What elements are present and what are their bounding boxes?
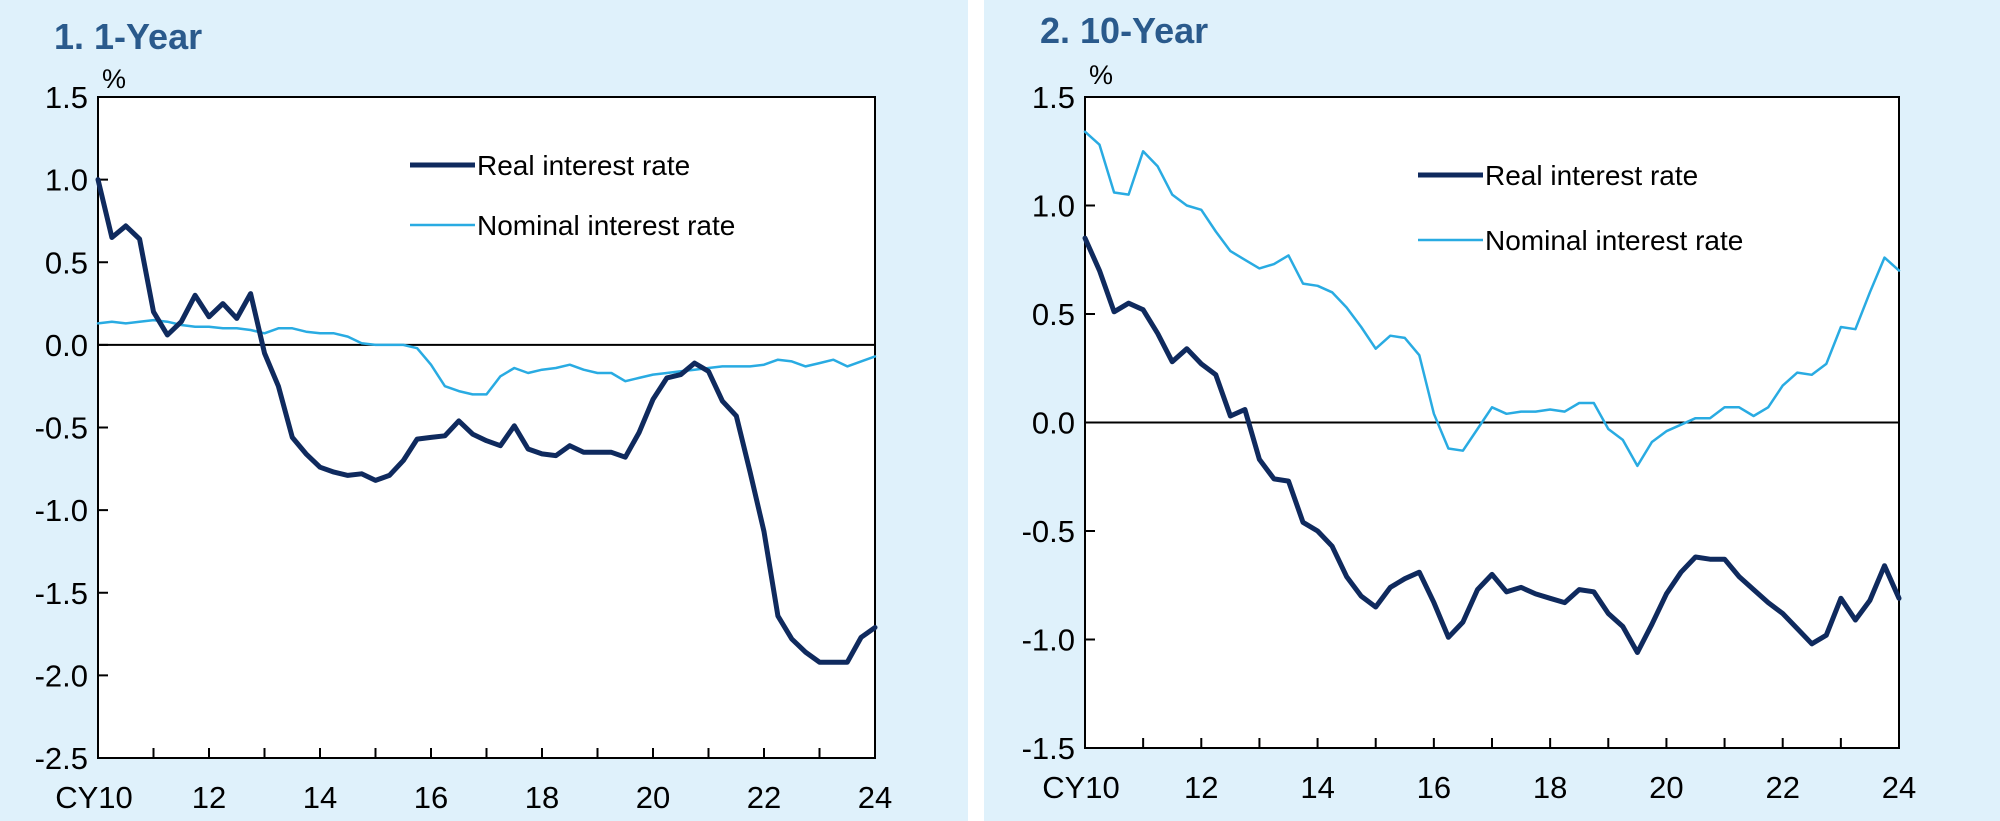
y-unit-label: %	[1089, 60, 1113, 90]
plot-area	[97, 96, 876, 759]
x-tick-label: 22	[747, 780, 781, 815]
x-tick-label: 12	[192, 780, 226, 815]
series-line-real-interest-rate	[95, 177, 878, 665]
x-tick-label: 18	[525, 780, 559, 815]
y-tick-label: 0.0	[1032, 406, 1075, 441]
legend-label-nominal: Nominal interest rate	[1485, 225, 1743, 256]
chart-title: 1. 1-Year	[54, 16, 203, 57]
x-tick-label: CY10	[1042, 770, 1120, 805]
y-tick-label: -1.5	[1022, 731, 1075, 766]
y-tick-label: 0.0	[45, 328, 88, 363]
x-tick-label: 20	[636, 780, 670, 815]
x-tick-label: 14	[1300, 770, 1334, 805]
chart-panel-10-year: 2. 10-Year 1.5 1.0 0.5 0.0 -0.5 -1.0 -1.5 CY10 1…	[984, 0, 2000, 821]
x-tick-label: 16	[1417, 770, 1451, 805]
x-tick-label: 24	[858, 780, 892, 815]
x-tick-label: 12	[1184, 770, 1218, 805]
y-tick-label: 1.5	[1032, 80, 1075, 115]
x-tick-label: 24	[1882, 770, 1916, 805]
legend-label-nominal: Nominal interest rate	[477, 210, 735, 241]
y-tick-label: -0.5	[35, 411, 88, 446]
chart-title: 2. 10-Year	[1040, 10, 1209, 51]
x-tick-label: 16	[414, 780, 448, 815]
chart-svg-10-year: 1.5 1.0 0.5 0.0 -0.5 -1.0 -1.5 CY10 12 14 16 18 20 22…	[1022, 60, 1917, 805]
legend-label-real: Real interest rate	[1485, 160, 1698, 191]
y-tick-label: -0.5	[1022, 514, 1075, 549]
y-tick-label: -2.0	[35, 658, 88, 693]
y-tick-label: 1.0	[1032, 189, 1075, 224]
chart-panel-1-year: 1. 1-Year 1.5 1.0 0.5 0.0 -0.5 -1.0 -1.5 -2.0 -2…	[0, 0, 968, 821]
series-line-real-interest-rate	[1082, 235, 1902, 655]
x-tick-label: 22	[1765, 770, 1799, 805]
y-tick-label: -1.0	[35, 493, 88, 528]
y-tick-label: 0.5	[45, 245, 88, 280]
y-tick-label: -1.5	[35, 576, 88, 611]
x-tick-label: 14	[303, 780, 337, 815]
legend-label-real: Real interest rate	[477, 150, 690, 181]
y-tick-label: -1.0	[1022, 623, 1075, 658]
chart-svg-1-year: 1.5 1.0 0.5 0.0 -0.5 -1.0 -1.5 -2.0 -2.5 CY10 12 14…	[35, 64, 893, 815]
y-unit-label: %	[102, 64, 126, 94]
x-tick-label: 20	[1649, 770, 1683, 805]
x-tick-label: 18	[1533, 770, 1567, 805]
y-tick-label: 1.0	[45, 163, 88, 198]
y-tick-label: 0.5	[1032, 297, 1075, 332]
y-tick-label: 1.5	[45, 80, 88, 115]
series-line-nominal-interest-rate	[1083, 130, 1901, 468]
series-line-nominal-interest-rate	[96, 318, 877, 396]
x-tick-label: CY10	[55, 780, 133, 815]
y-tick-label: -2.5	[35, 741, 88, 776]
